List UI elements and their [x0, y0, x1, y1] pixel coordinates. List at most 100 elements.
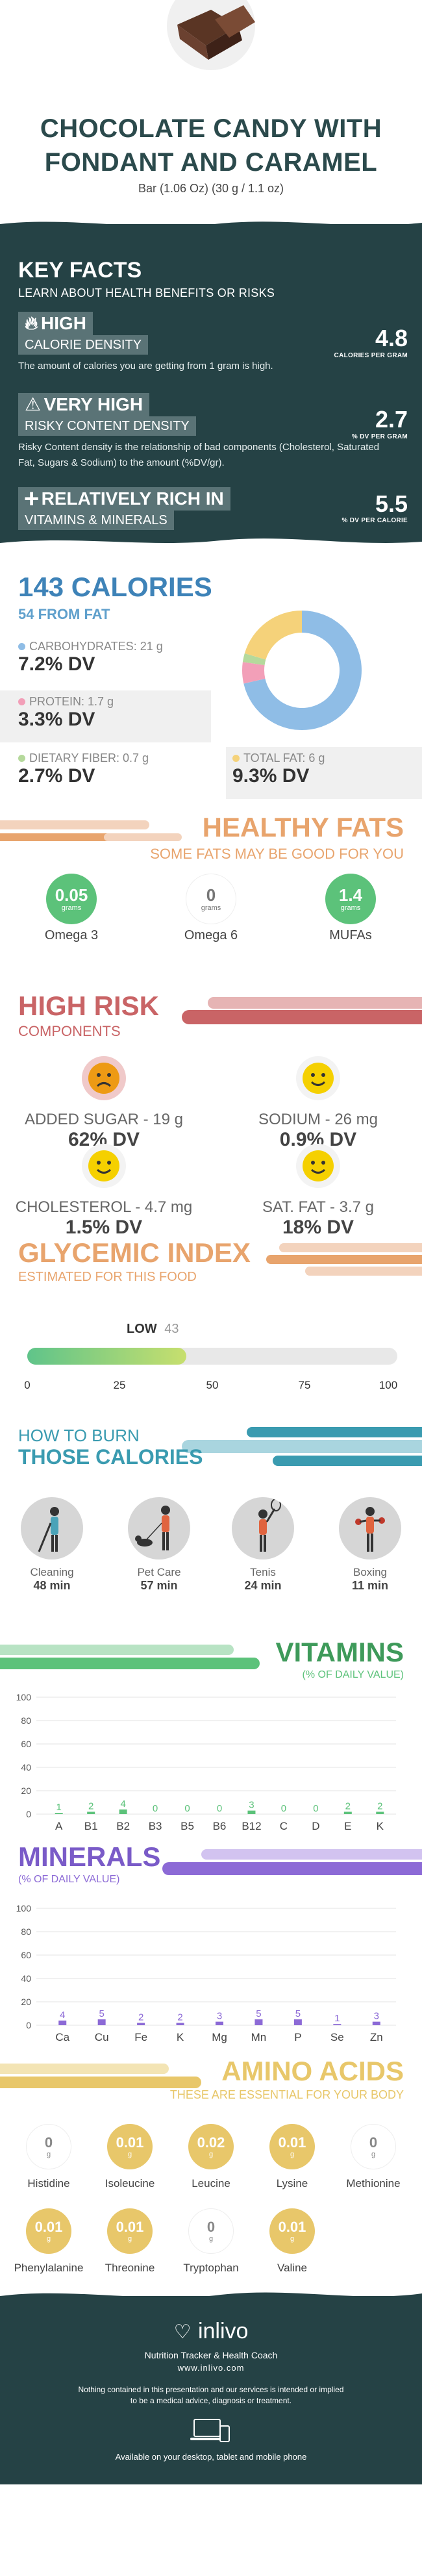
- amino-name: Leucine: [192, 2177, 230, 2190]
- macro-band: [0, 690, 211, 742]
- x-tick-label: Mn: [251, 2031, 267, 2043]
- bar-value-label: 5: [256, 2008, 261, 2019]
- y-tick-label: 20: [21, 1997, 31, 2007]
- y-tick-label: 80: [21, 1926, 31, 1937]
- amino-value: 0.01: [278, 2219, 306, 2235]
- amino-unit: g: [208, 2151, 214, 2158]
- dog-walking-icon: [128, 1497, 190, 1559]
- fact-value: 5.5: [375, 490, 408, 517]
- fact-tag-sub: VITAMINS & MINERALS: [18, 511, 174, 530]
- key-facts-section: KEY FACTS LEARN ABOUT HEALTH BENEFITS OR…: [0, 221, 422, 549]
- amino-bubble: 0.02 g: [188, 2124, 234, 2169]
- fat-bubble: 0 grams: [186, 874, 236, 924]
- key-facts-title: KEY FACTS: [18, 258, 142, 283]
- macro-donut-chart: [242, 611, 362, 730]
- glycemic-subtitle: ESTIMATED FOR THIS FOOD: [18, 1270, 197, 1284]
- activity-minutes: 11 min: [351, 1579, 389, 1592]
- x-tick-label: C: [280, 1820, 288, 1832]
- x-tick-label: Mg: [212, 2031, 227, 2043]
- fact-unit: % DV PER GRAM: [351, 433, 408, 440]
- bar: [333, 2024, 341, 2025]
- tennis-player-icon: [232, 1497, 294, 1559]
- minerals-section: MINERALS (% OF DAILY VALUE) 0 20 40 60 80 100…: [0, 1841, 422, 2056]
- amino-value: 0: [369, 2134, 378, 2151]
- amino-title: AMINO ACIDS: [221, 2056, 404, 2086]
- fact-sub: VITAMINS & MINERALS: [25, 513, 168, 527]
- fact-sub: CALORIE DENSITY: [25, 338, 142, 352]
- y-tick-label: 60: [21, 1950, 31, 1960]
- decor-stripes: [0, 820, 182, 841]
- bar: [87, 1812, 95, 1814]
- activity-minutes: 24 min: [244, 1579, 282, 1592]
- x-tick-label: K: [377, 1820, 384, 1832]
- risk-dv: 1.5% DV: [65, 1217, 143, 1238]
- plus-icon: ➕︎: [25, 488, 39, 509]
- y-tick-label: 80: [21, 1715, 31, 1726]
- bar-value-label: 0: [153, 1803, 158, 1814]
- amino-acids-section: AMINO ACIDS THESE ARE ESSENTIAL FOR YOUR…: [0, 2056, 422, 2296]
- smile-face-icon: [82, 1144, 126, 1188]
- bar-value-label: 2: [345, 1800, 351, 1812]
- amino-item-lysine: 0.01 g Lysine: [253, 2124, 331, 2190]
- burn-calories-section: HOW TO BURN THOSE CALORIES Cleaning 48 m…: [0, 1426, 422, 1637]
- bar-value-label: 2: [88, 1800, 93, 1812]
- key-facts-subtitle: LEARN ABOUT HEALTH BENEFITS OR RISKS: [18, 286, 275, 299]
- glycemic-title: GLYCEMIC INDEX: [18, 1237, 251, 1268]
- footer-logo: ♡ inlivo: [0, 2319, 422, 2344]
- glycemic-section: GLYCEMIC INDEX ESTIMATED FOR THIS FOOD L…: [0, 1231, 422, 1426]
- fat-value: 0.05: [55, 885, 88, 905]
- amino-value: 0.01: [278, 2134, 306, 2151]
- amino-item-tryptophan: 0 g Tryptophan: [172, 2208, 250, 2275]
- macro-protein: PROTEIN: 1.7 g 3.3% DV: [18, 695, 114, 731]
- calories-section: 143 CALORIES 54 FROM FAT CARBOHYDRATES: …: [0, 549, 422, 809]
- activity-pet-care: Pet Care 57 min: [114, 1497, 205, 1593]
- risk-sodium: SODIUM - 26 mg 0.9% DV: [221, 1055, 416, 1151]
- x-tick-label: Zn: [370, 2031, 383, 2043]
- amino-name: Methionine: [346, 2177, 401, 2190]
- vitamins-title: VITAMINS: [275, 1637, 404, 1667]
- amino-name: Valine: [277, 2262, 307, 2274]
- activity-boxing: Boxing 11 min: [325, 1497, 416, 1593]
- amino-subtitle: THESE ARE ESSENTIAL FOR YOUR BODY: [169, 2088, 404, 2101]
- amino-name: Isoleucine: [105, 2177, 155, 2190]
- x-tick-label: B12: [242, 1820, 261, 1832]
- amino-item-isoleucine: 0.01 g Isoleucine: [91, 2124, 169, 2190]
- glycemic-tick: 0: [24, 1379, 31, 1391]
- high-risk-section: HIGH RISK COMPONENTS ADDED SUGAR - 19 g …: [0, 984, 422, 1238]
- fact-vitamins-minerals: ➕︎ RELATIVELY RICH IN VITAMINS & MINERAL…: [18, 487, 408, 539]
- bar: [343, 1812, 352, 1814]
- devices-icon: [190, 2419, 230, 2442]
- x-tick-label: B3: [149, 1820, 162, 1832]
- bar-value-label: 1: [334, 2013, 340, 2024]
- footer-available: Available on your desktop, tablet and mo…: [115, 2452, 307, 2462]
- macro-fiber: DIETARY FIBER: 0.7 g 2.7% DV: [18, 751, 149, 787]
- decor-stripes: [0, 2064, 201, 2088]
- bar-value-label: 2: [377, 1800, 382, 1812]
- amino-unit: g: [290, 2235, 295, 2243]
- macro-dv: 7.2% DV: [18, 653, 95, 675]
- x-tick-label: Se: [330, 2031, 344, 2043]
- fact-sub: RISKY CONTENT DENSITY: [25, 419, 190, 433]
- amino-bubble: 0.01 g: [107, 2208, 153, 2254]
- y-tick-label: 100: [16, 1692, 32, 1702]
- x-tick-label: Ca: [55, 2031, 69, 2043]
- footer-tagline: Nutrition Tracker & Health Coach: [144, 2350, 278, 2360]
- footer-url[interactable]: www.inlivo.com: [177, 2363, 245, 2373]
- hero-header: CHOCOLATE CANDY WITH FONDANT AND CARAMEL…: [0, 0, 422, 224]
- chocolate-image: [167, 0, 255, 70]
- fact-strong: HIGH: [41, 313, 87, 333]
- donut-slice-fat: [244, 611, 302, 660]
- amino-unit: g: [46, 2235, 51, 2243]
- amino-value: 0.01: [116, 2219, 144, 2235]
- bar-value-label: 4: [60, 2010, 65, 2021]
- macro-carbohydrates: CARBOHYDRATES: 21 g 7.2% DV: [18, 640, 163, 676]
- burn-title-line-2: THOSE CALORIES: [18, 1445, 203, 1469]
- macro-dv: 2.7% DV: [18, 765, 95, 787]
- amino-name: Threonine: [105, 2262, 155, 2274]
- calories-title: 143 CALORIES: [18, 572, 212, 602]
- amino-item-valine: 0.01 g Valine: [253, 2208, 331, 2275]
- fact-unit: % DV PER CALORIE: [341, 517, 408, 524]
- amino-value: 0: [44, 2134, 53, 2151]
